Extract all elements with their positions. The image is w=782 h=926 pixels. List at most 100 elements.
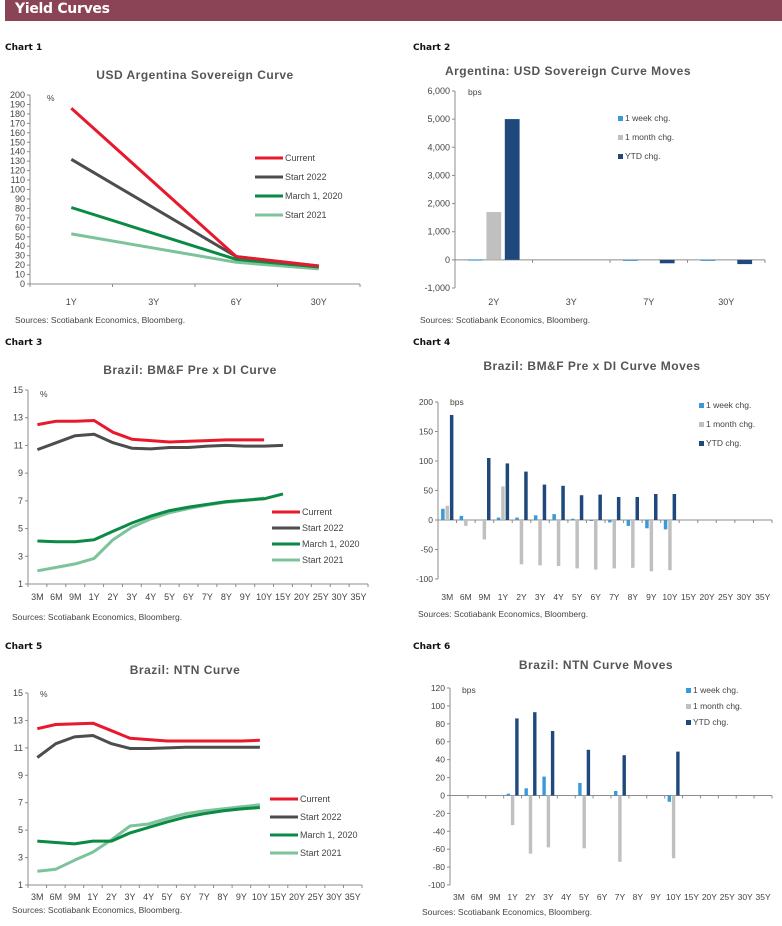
x-tick-label: 20Y <box>699 592 714 602</box>
y-tick-label: -60 <box>433 844 446 854</box>
y-tick-label: 1,000 <box>427 227 450 237</box>
bar-week <box>663 520 668 530</box>
y-tick-label: 100 <box>10 185 25 195</box>
x-tick-label: 3Y <box>535 592 546 602</box>
y-tick-label: 0 <box>428 515 433 525</box>
bar-ytd <box>616 497 621 520</box>
y-tick-label: -1,000 <box>424 283 450 293</box>
bar-ytd <box>449 415 454 520</box>
x-tick-label: 7Y <box>609 592 620 602</box>
legend-label: Start 2022 <box>285 172 327 182</box>
x-tick-label: 2Y <box>488 297 499 307</box>
legend-label: 1 week chg. <box>706 400 751 410</box>
y-tick-label: -40 <box>433 826 446 836</box>
legend-label: Current <box>300 794 331 804</box>
bar-month <box>528 795 533 854</box>
bar-month <box>445 505 449 520</box>
series-line-start2022 <box>36 432 284 452</box>
y-tick-label: 100 <box>419 456 433 466</box>
legend-swatch-week <box>699 403 704 408</box>
x-tick-label: 3M <box>453 892 465 902</box>
chart-2-label: Chart 2 <box>413 43 451 53</box>
x-tick-label: 30Y <box>311 297 327 307</box>
bar-month <box>546 795 551 848</box>
y-tick-label: 190 <box>10 99 25 109</box>
x-tick-label: 7Y <box>202 592 213 602</box>
chart-title: Brazil: BM&F Pre x DI Curve Moves <box>483 359 700 373</box>
legend-label: 1 week chg. <box>693 685 738 695</box>
x-tick-label: 3Y <box>566 297 577 307</box>
x-tick-label: 15Y <box>681 592 696 602</box>
y-tick-label: 70 <box>15 213 25 223</box>
y-tick-label: 4,000 <box>427 142 450 152</box>
y-tick-label: 3 <box>18 853 23 863</box>
x-tick-label: 7Y <box>199 892 210 902</box>
x-tick-label: 35Y <box>755 892 770 902</box>
y-tick-label: 50 <box>424 486 434 496</box>
bar-week <box>571 518 575 520</box>
bar-ytd <box>524 471 528 520</box>
x-tick-label: 30Y <box>737 592 752 602</box>
bar-month <box>575 520 579 569</box>
y-tick-label: 120 <box>10 166 25 176</box>
bar-ytd <box>622 755 626 796</box>
bar-month <box>501 486 505 520</box>
bar-ytd <box>635 497 639 520</box>
y-tick-label: 180 <box>10 109 25 119</box>
x-tick-label: 1Y <box>507 892 518 902</box>
chart-source: Sources: Scotiabank Economics, Bloomberg… <box>12 905 182 915</box>
bar-week <box>467 259 483 261</box>
chart-6-label: Chart 6 <box>413 642 451 652</box>
x-tick-label: 4Y <box>561 892 572 902</box>
bar-ytd <box>542 484 547 520</box>
chart-title: Brazil: NTN Curve Moves <box>519 658 673 672</box>
series-line-march2020 <box>70 206 319 269</box>
chart-title: Brazil: NTN Curve <box>130 663 241 677</box>
chart-source: Sources: Scotiabank Economics, Bloomberg… <box>420 315 590 325</box>
bar-ytd <box>654 494 658 520</box>
x-tick-label: 30Y <box>326 892 342 902</box>
y-tick-label: 5,000 <box>427 114 450 124</box>
y-tick-label: 0 <box>20 279 25 289</box>
legend-label: Start 2021 <box>285 210 327 220</box>
x-tick-label: 6Y <box>591 592 602 602</box>
x-tick-label: 3M <box>441 592 453 602</box>
chart-argentina-usd-sovereign-curve-moves: Argentina: USD Sovereign Curve Moves bps -… <box>420 64 766 325</box>
x-tick-label: 15Y <box>270 892 286 902</box>
y-tick-label: 5 <box>18 825 23 835</box>
legend-label: March 1, 2020 <box>302 539 360 549</box>
y-tick-label: 140 <box>10 147 25 157</box>
series-line-march2020 <box>37 806 261 846</box>
legend-label: 1 week chg. <box>625 113 670 123</box>
x-tick-label: 30Y <box>718 297 734 307</box>
bar-week <box>542 776 546 796</box>
x-tick-label: 4Y <box>143 892 154 902</box>
bar-ytd <box>561 485 565 520</box>
bar-week <box>524 788 528 796</box>
y-tick-label: 2,000 <box>427 199 450 209</box>
x-tick-label: 2Y <box>516 592 527 602</box>
y-tick-label: 150 <box>419 427 433 437</box>
x-tick-label: 9M <box>478 592 490 602</box>
chart-source: Sources: Scotiabank Economics, Bloomberg… <box>15 315 185 325</box>
x-tick-label: 15Y <box>275 592 291 602</box>
bar-week <box>552 514 556 520</box>
bar-ytd <box>504 119 520 260</box>
y-tick-label: 170 <box>10 118 25 128</box>
y-tick-label: -20 <box>433 808 446 818</box>
bar-month <box>464 520 468 526</box>
chart-1-label: Chart 1 <box>5 43 43 53</box>
y-tick-label: 0 <box>440 790 445 800</box>
chart-title: USD Argentina Sovereign Curve <box>96 68 293 82</box>
x-tick-label: 4Y <box>145 592 156 602</box>
y-tick-label: 150 <box>10 137 25 147</box>
x-tick-label: 9Y <box>240 592 251 602</box>
y-tick-label: 1 <box>18 880 23 890</box>
bar-ytd <box>550 731 555 796</box>
legend-swatch-month <box>699 422 704 427</box>
bar-ytd <box>598 494 602 520</box>
legend-swatch-week <box>686 688 691 693</box>
x-tick-label: 8Y <box>633 892 644 902</box>
y-tick-label: 13 <box>13 715 23 725</box>
chart-brazil-bmf-pre-di-curve-moves: Brazil: BM&F Pre x DI Curve Moves bps -100… <box>416 359 773 619</box>
